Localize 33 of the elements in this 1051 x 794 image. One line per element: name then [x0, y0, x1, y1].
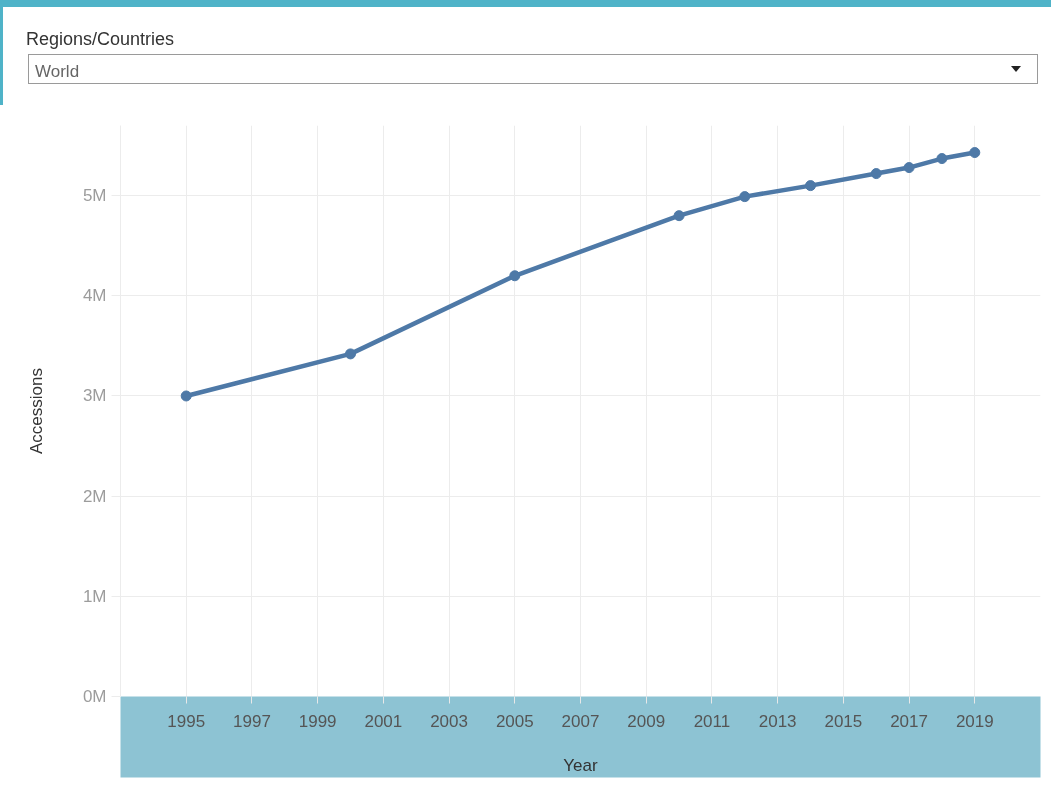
x-tick-label: 2013 [758, 711, 797, 731]
point [969, 147, 981, 159]
x-tick-label: 2011 [693, 711, 731, 731]
point [345, 348, 356, 360]
x-tick-label: 2009 [627, 711, 666, 731]
x-tick-label: 2015 [824, 711, 863, 731]
x-tick-label: 2001 [364, 711, 403, 731]
x-axis-title: Year [563, 755, 599, 775]
x-tick-label: 2017 [890, 711, 928, 731]
x-tick-label: 1995 [167, 711, 206, 731]
point [509, 270, 521, 282]
x-tick-label: 2007 [561, 711, 600, 731]
y-tick-label: 5M [82, 186, 107, 206]
y-tick-label: 4M [82, 286, 107, 306]
x-tick-label: 2019 [955, 711, 994, 731]
x-tick-label: 2005 [495, 711, 534, 731]
point [936, 153, 948, 165]
y-axis-title: Accessions [26, 368, 46, 454]
y-tick-label: 2M [82, 486, 107, 506]
x-tick-label: 2003 [430, 711, 468, 731]
x-tick-label: 1997 [233, 711, 271, 731]
point [805, 180, 816, 192]
text: World [35, 61, 80, 83]
y-tick-label: 0M [82, 687, 107, 706]
x-tick-label: 1999 [298, 711, 337, 731]
point [673, 210, 685, 222]
y-tick-label: 1M [82, 586, 107, 606]
point [180, 390, 192, 402]
point [870, 168, 882, 180]
point [739, 191, 751, 203]
y-tick-label: 3M [82, 386, 107, 406]
text: Regions/Countries [26, 28, 175, 51]
point [903, 162, 915, 174]
